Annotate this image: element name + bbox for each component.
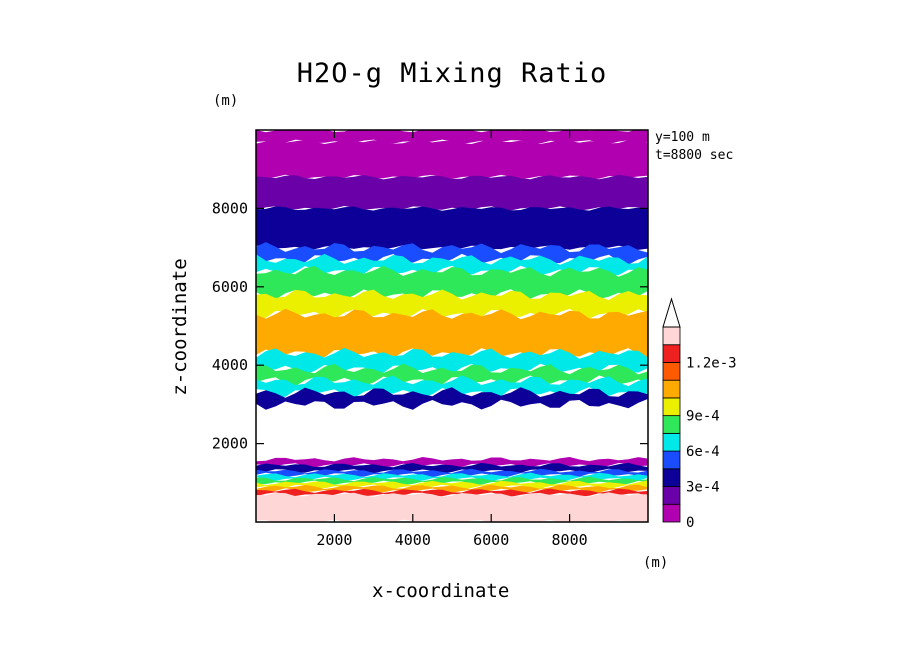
colorbar-swatch <box>662 415 681 434</box>
y-tick-label: 8000 <box>212 199 248 217</box>
contour-band <box>256 242 648 265</box>
x-tick-label: 6000 <box>473 531 509 549</box>
x-tick-label: 2000 <box>316 531 352 549</box>
colorbar-swatch <box>662 432 681 452</box>
contour-band <box>256 174 648 211</box>
contour-band <box>256 206 648 250</box>
colorbar-tick-label: 9e-4 <box>686 409 720 425</box>
colorbar-swatch <box>662 450 681 470</box>
contour-band <box>256 130 648 145</box>
contour-band <box>256 289 648 320</box>
colorbar-swatch <box>662 326 681 346</box>
x-tick-label: 8000 <box>552 531 588 549</box>
contour-band <box>256 387 648 410</box>
colorbar-overflow-arrow <box>662 297 681 328</box>
contour-band <box>256 476 648 486</box>
y-tick-label: 6000 <box>212 278 248 296</box>
colorbar-swatch <box>662 503 681 523</box>
x-unit-label: (m) <box>643 555 669 571</box>
x-tick-label: 4000 <box>395 531 431 549</box>
annotation-t: t=8800 sec <box>655 148 734 163</box>
colorbar-tick-label: 6e-4 <box>686 444 720 460</box>
y-unit-label: (m) <box>213 93 239 109</box>
annotation-y: y=100 m <box>655 130 710 145</box>
contour-band <box>256 472 648 482</box>
contour-band <box>256 488 648 497</box>
contour-band <box>256 457 648 468</box>
y-tick-label: 4000 <box>212 356 248 374</box>
colorbar-swatch <box>662 397 681 417</box>
contour-band <box>256 492 648 522</box>
plot-frame <box>255 129 649 523</box>
contour-band <box>256 347 648 375</box>
colorbar-swatch <box>662 379 681 399</box>
chart-title: H2O-g Mixing Ratio <box>296 58 608 89</box>
contour-band <box>256 308 648 359</box>
contour-band <box>256 139 648 180</box>
contour-band <box>256 484 648 493</box>
colorbar-tick-label: 3e-4 <box>686 480 720 496</box>
colorbar-swatch <box>662 486 681 505</box>
y-axis-label: z-coordinate <box>169 258 191 396</box>
colorbar-swatch <box>662 468 681 487</box>
colorbar-tick-label: 0 <box>686 515 694 531</box>
contour-band <box>256 375 648 398</box>
contour-band <box>256 265 648 300</box>
colorbar-swatch <box>662 344 681 363</box>
x-axis-label: x-coordinate <box>372 580 510 602</box>
colorbar-tick-label: 1.2e-3 <box>686 355 737 371</box>
y-tick-label: 2000 <box>212 435 248 453</box>
colorbar-swatch <box>662 362 681 381</box>
